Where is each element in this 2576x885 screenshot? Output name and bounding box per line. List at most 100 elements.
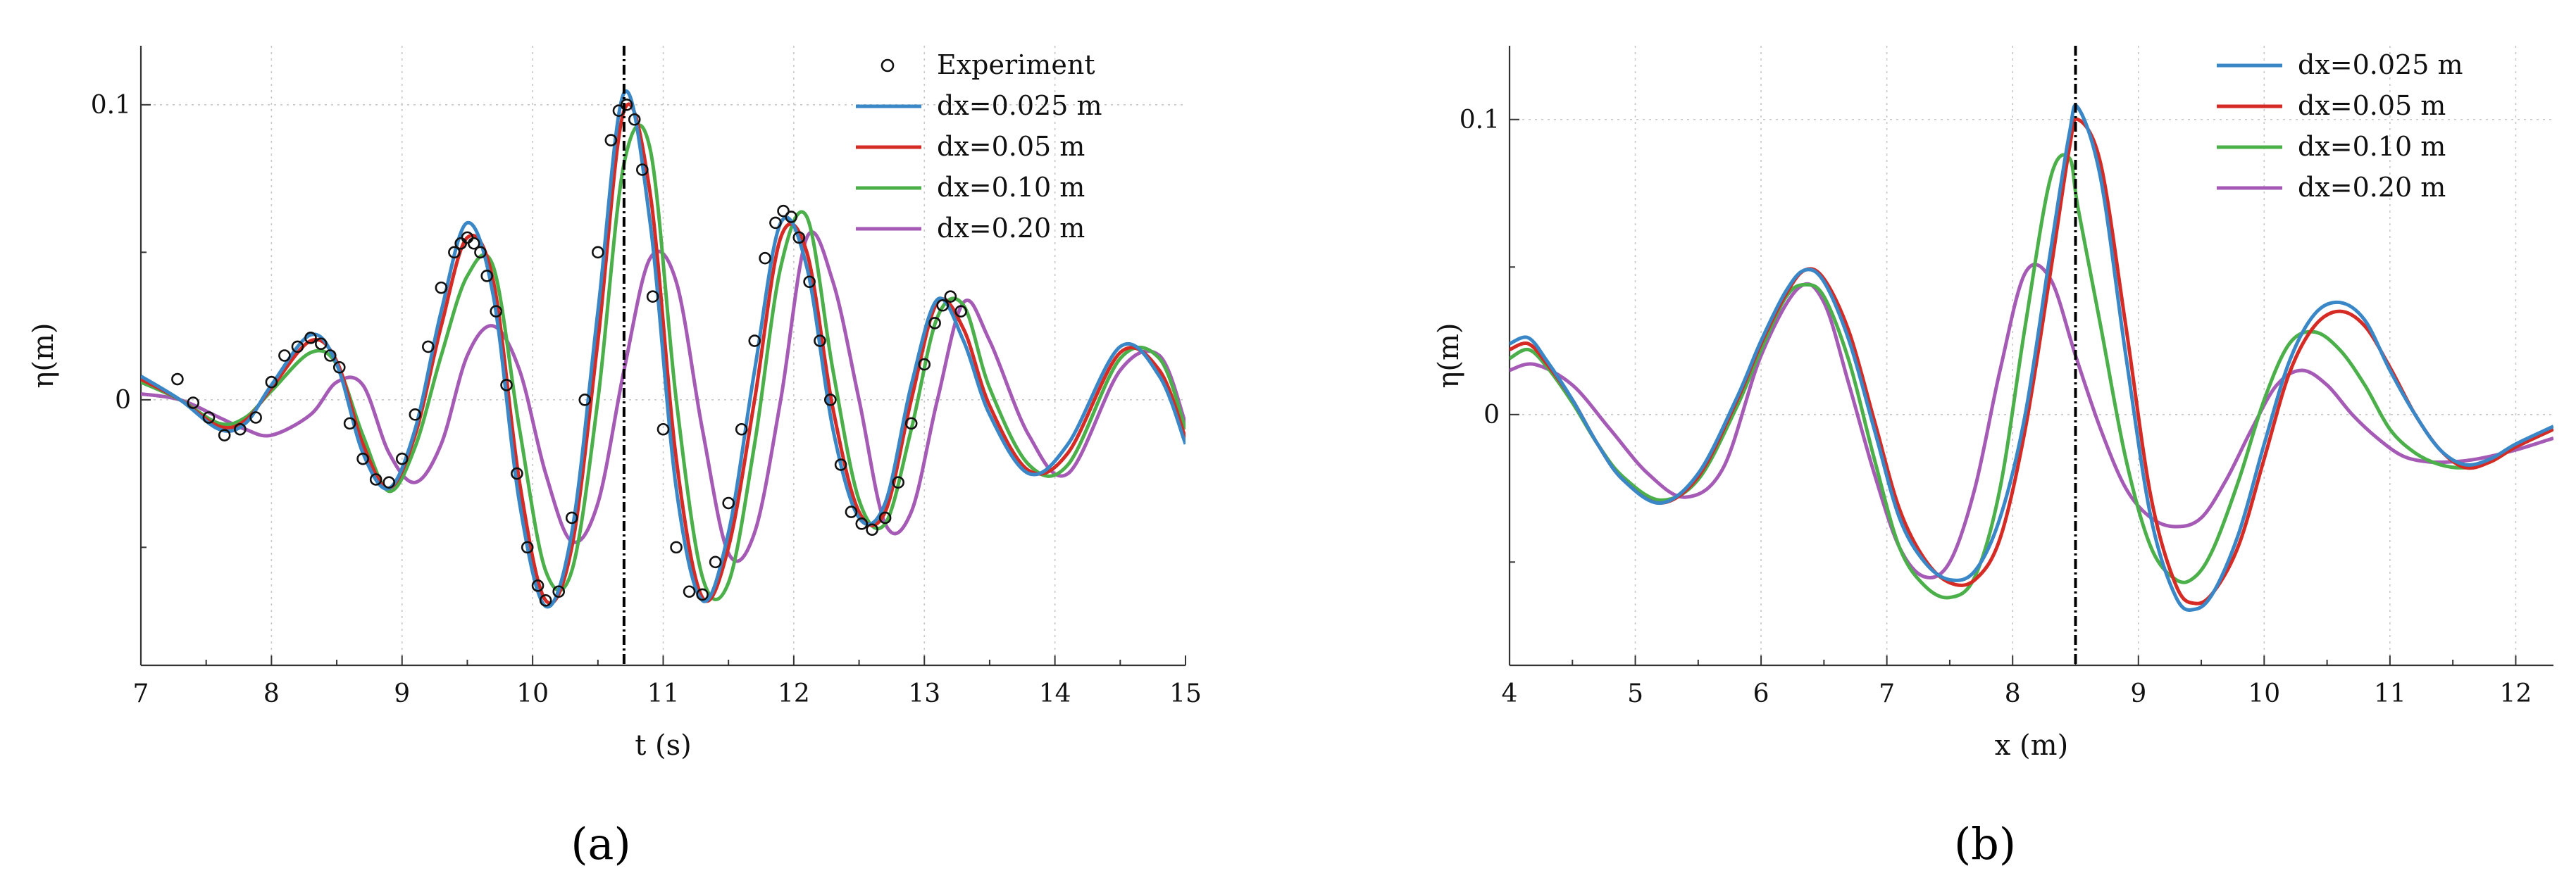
panel-a-xtick-label-6: 13: [908, 679, 940, 708]
panel-a-experiment-point: [823, 394, 837, 406]
panel-b-ytick-label-0: 0: [1483, 401, 1500, 429]
panel-a-experiment-point: [521, 541, 534, 554]
panel-a-legend-label-dx-0-05-m: dx=0.05 m: [937, 131, 1085, 162]
panel-a-experiment-point: [467, 237, 480, 250]
panel-a-experiment-point: [323, 349, 337, 362]
panel-a-experiment-point: [785, 211, 797, 223]
panel-a-experiment-point: [936, 299, 950, 312]
panel-a-legend-label-experiment: Experiment: [937, 49, 1095, 80]
panel-a-experiment-point: [722, 496, 735, 510]
panel-b-xtick-label-0: 4: [1502, 679, 1518, 708]
panel-a-experiment-point: [409, 408, 422, 421]
panel-b-xtick-label-1: 5: [1627, 679, 1643, 708]
panel-b-xtick-label-7: 11: [2374, 679, 2406, 708]
panel-a-experiment-point: [249, 411, 262, 424]
panel-a-experiment-point: [944, 290, 957, 303]
panel-a-experiment-point: [490, 305, 503, 318]
panel-a-experiment-point: [735, 422, 748, 436]
panel-a-experiment-point: [803, 275, 816, 289]
panel-a-experiment-point: [304, 332, 317, 344]
panel-a-experiment-point: [291, 340, 304, 353]
panel-a-experiment-point: [171, 372, 184, 386]
panel-b-series-dx-0-20-m: [1510, 263, 2553, 579]
panel-a-xtick-label-4: 11: [647, 679, 680, 708]
panel-a-xtick-label-8: 15: [1169, 679, 1202, 708]
panel-a-experiment-point: [332, 360, 346, 374]
panel-a-experiment-point: [845, 506, 858, 518]
panel-a-plot: 7 8 9 10 11 12 13 14 15 0 0.1 t (s) η(m) Experiment dx…: [27, 46, 1202, 762]
panel-b-series-dx-0-025-m: [1510, 103, 2553, 612]
panel-b-legend-label-dx-0-05-m: dx=0.05 m: [2298, 90, 2446, 121]
panel-a-experiment-point: [265, 375, 278, 389]
panel-a-experiment-point: [855, 517, 869, 530]
panel-a-experiment-point: [954, 305, 967, 318]
panel-b-x-axis-title: x (m): [1995, 729, 2068, 762]
panel-a-experiment-point: [777, 204, 790, 218]
panel-a-experiment-point: [866, 523, 878, 536]
panel-a-experiment-point: [604, 134, 618, 146]
panel-a-xtick-label-2: 9: [394, 679, 410, 708]
panel-a-x-axis-title: t (s): [635, 729, 692, 762]
panel-a-experiment-point: [683, 585, 696, 598]
panel-b-legend-label-dx-0-20-m: dx=0.20 m: [2298, 172, 2446, 203]
panel-a-experiment-point: [696, 588, 709, 601]
panel-b-xtick-label-5: 9: [2130, 679, 2146, 708]
panel-a-experiment-point: [748, 334, 761, 347]
panel-a-legend-label-dx-0-10-m: dx=0.10 m: [937, 172, 1085, 203]
panel-a-experiment-point: [657, 422, 670, 436]
panel-b-xtick-label-2: 6: [1753, 679, 1769, 708]
panel-a-experiment-point: [369, 473, 382, 486]
panel-b-y-axis-title: η(m): [1433, 322, 1465, 388]
panel-a-experiment-point: [356, 452, 369, 465]
panel-b-label: (b): [1954, 818, 2016, 870]
panel-a-experiment-point: [218, 429, 231, 441]
panel-a-experiment-point: [500, 379, 513, 391]
panel-a-experiment-point: [382, 476, 396, 489]
panel-b-xtick-label-3: 7: [1879, 679, 1895, 708]
panel-a-experiment-point: [395, 452, 409, 465]
panel-b-legend-label-dx-0-10-m: dx=0.10 m: [2298, 131, 2446, 162]
panel-a-data-layer: [141, 89, 1186, 609]
panel-a-experiment-point: [234, 422, 247, 436]
panel-a-experiment-point: [474, 246, 487, 259]
panel-b-plot: 4 5 6 7 8 9 10 11 12 0 0.1 x (m) η(m) dx=0.025 m dx=0.…: [1433, 46, 2553, 762]
panel-a-experiment-point: [709, 556, 722, 569]
panel-a-experiment-point: [278, 349, 291, 362]
panel-a-experiment-point: [480, 270, 494, 282]
panel-a-experiment-point: [646, 290, 659, 303]
panel-a-experiment-point: [670, 541, 683, 554]
panel-a-xtick-label-7: 14: [1039, 679, 1071, 708]
panel-b-series-dx-0-10-m: [1510, 153, 2553, 600]
panel-a-experiment-point: [814, 334, 826, 347]
panel-a-legend-marker-experiment: [881, 58, 895, 73]
panel-a-experiment-point: [628, 113, 641, 126]
panel-a-experiment-point: [531, 579, 545, 592]
panel-a-experiment-point: [792, 231, 806, 244]
panel-a-experiment-point: [565, 511, 578, 525]
panel-a-experiment-point: [435, 281, 448, 294]
panel-b-xtick-label-8: 12: [2500, 679, 2532, 708]
panel-a-experiment-point: [343, 417, 356, 430]
panel-a-experiment-point: [539, 594, 552, 607]
panel-a-experiment-point: [315, 337, 328, 351]
panel-a-xtick-label-0: 7: [133, 679, 149, 708]
panel-b-xtick-label-4: 8: [2005, 679, 2021, 708]
panel-a-experiment-point: [636, 163, 649, 176]
panel-a-series-dx-0-20-m: [141, 230, 1186, 563]
panel-a-experiment-point: [552, 585, 566, 598]
panel-b-xtick-label-6: 10: [2248, 679, 2280, 708]
panel-a-ytick-label-1: 0.1: [91, 91, 131, 120]
panel-a-series-dx-0-025-m: [141, 89, 1186, 609]
panel-a-experiment-point: [892, 476, 904, 489]
panel-a-experiment-point: [187, 396, 199, 409]
panel-a-experiment-point: [918, 358, 931, 371]
panel-a-experiment-point: [769, 216, 782, 230]
panel-a-legend-label-dx-0-025-m: dx=0.025 m: [937, 90, 1102, 121]
panel-a-experiment-point: [759, 251, 771, 265]
panel-a-xtick-label-5: 12: [778, 679, 810, 708]
panel-a-label: (a): [571, 818, 630, 870]
panel-a-experiment-point: [592, 246, 604, 259]
panel-a-experiment-point: [904, 417, 918, 430]
panel-a-experiment-point: [448, 246, 461, 259]
